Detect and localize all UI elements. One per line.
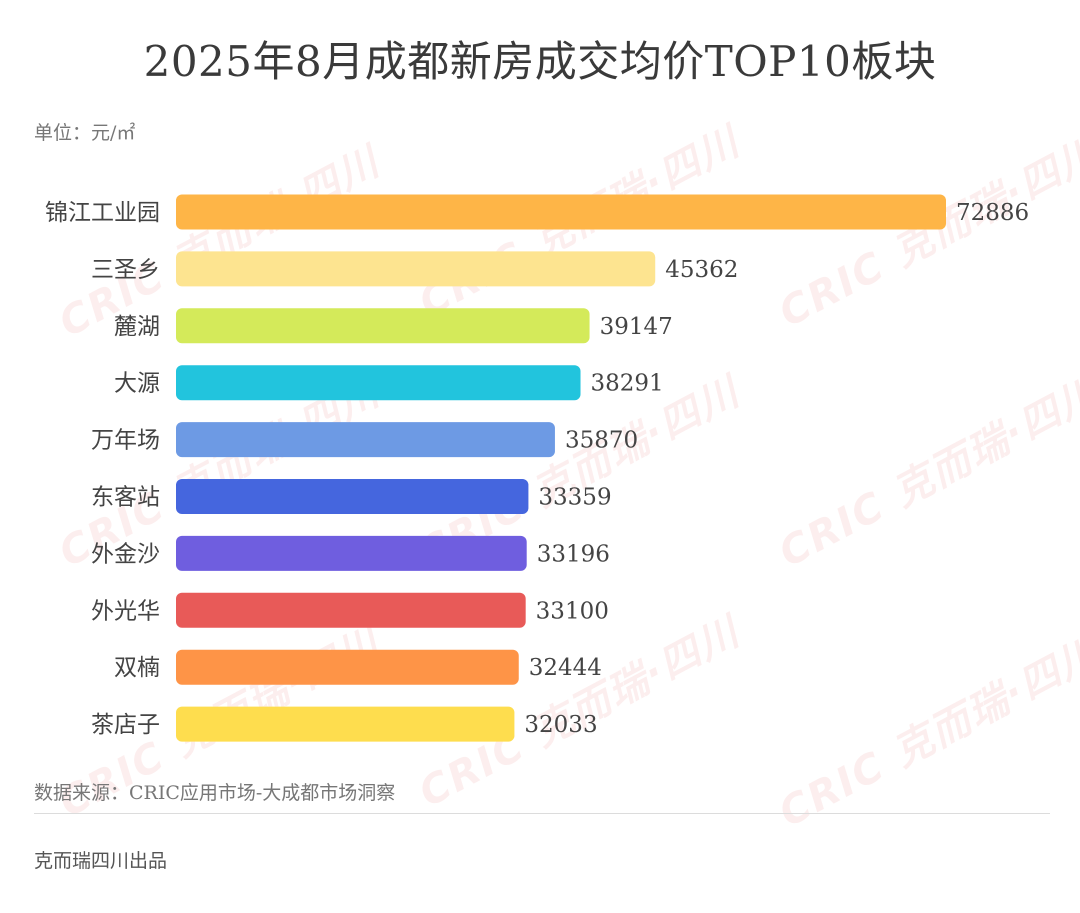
- value-label: 32033: [524, 712, 597, 738]
- source-label: 数据来源：CRIC应用市场-大成都市场洞察: [34, 782, 396, 804]
- value-label: 45362: [665, 257, 738, 283]
- value-label: 33100: [536, 598, 609, 624]
- bar: [176, 194, 946, 230]
- category-label: 三圣乡: [91, 257, 160, 283]
- value-label: 72886: [956, 200, 1029, 226]
- value-label: 33359: [538, 485, 611, 511]
- value-label: 33196: [537, 541, 610, 567]
- value-label: 38291: [591, 371, 664, 397]
- bar: [176, 308, 590, 344]
- bar: [176, 649, 519, 685]
- value-label: 32444: [529, 655, 602, 681]
- bar: [176, 422, 555, 458]
- category-label: 双楠: [114, 655, 160, 681]
- category-label: 万年场: [91, 428, 160, 454]
- unit-label: 单位：元/㎡: [34, 122, 136, 144]
- category-label: 大源: [114, 371, 160, 397]
- category-label: 茶店子: [91, 712, 160, 738]
- chart-title: 2025年8月成都新房成交均价TOP10板块: [143, 37, 937, 86]
- category-label: 锦江工业园: [45, 200, 160, 226]
- value-label: 35870: [565, 428, 638, 454]
- bar: [176, 251, 656, 287]
- bar: [176, 365, 581, 401]
- bar: [176, 479, 529, 514]
- category-label: 麓湖: [114, 314, 160, 340]
- bar-chart: 锦江工业园 72886 三圣乡 45362 麓湖 39147 大源 38291 万年场 35870…: [45, 194, 1029, 742]
- category-label: 外光华: [91, 598, 160, 624]
- bar: [176, 706, 515, 742]
- bar: [176, 592, 526, 628]
- value-label: 39147: [600, 314, 673, 340]
- bar: [176, 535, 527, 571]
- category-label: 外金沙: [91, 541, 160, 567]
- divider: [34, 813, 1050, 814]
- category-label: 东客站: [91, 485, 160, 511]
- credit-label: 克而瑞四川出品: [34, 850, 168, 872]
